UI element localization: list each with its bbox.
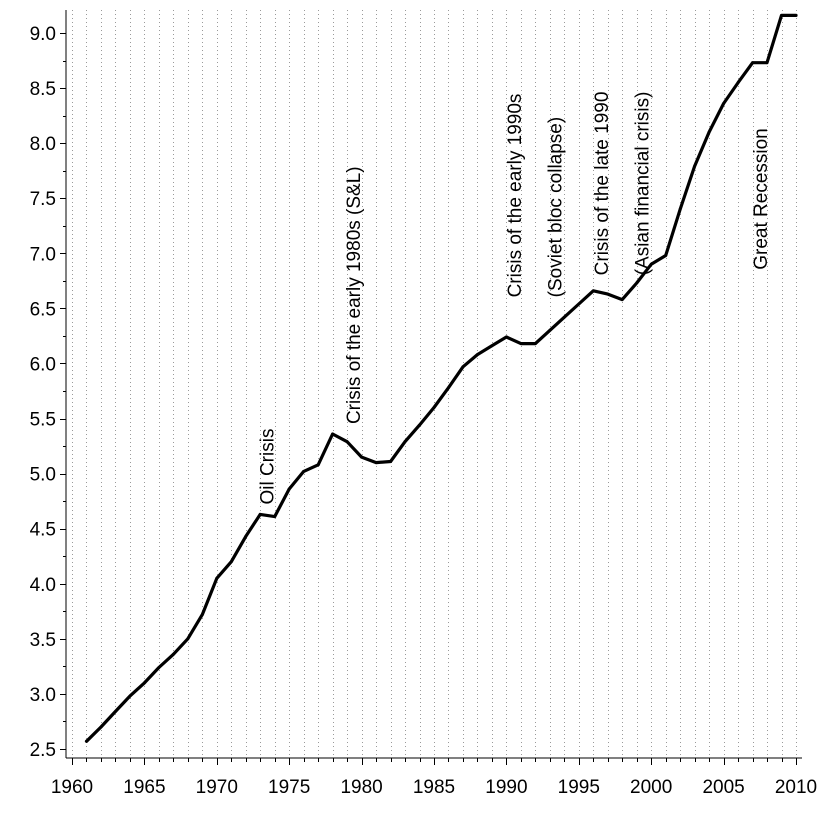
x-tick-label: 1985: [413, 777, 455, 798]
y-axis-ticks: 2.5 3.0 3.5 4.0 4.5 5.0 5.5 6.0 6.5 7.0 7.5 8.0 8.5 9…: [30, 24, 66, 761]
annotation-label: Oil Crisis: [257, 429, 278, 505]
x-tick-label: 1975: [268, 777, 310, 798]
data-point: [505, 335, 508, 339]
y-tick-label: 2.5: [30, 740, 56, 761]
y-tick-label: 8.5: [30, 79, 56, 100]
data-point: [244, 535, 248, 538]
data-point: [476, 353, 479, 356]
data-point: [534, 342, 537, 345]
data-point: [200, 613, 204, 616]
data-point: [302, 470, 306, 473]
y-tick-label: 3.5: [30, 630, 56, 651]
data-point: [403, 440, 407, 444]
data-point: [331, 432, 334, 436]
data-point: [172, 652, 175, 656]
x-tick-label: 2000: [630, 777, 672, 798]
data-point: [345, 440, 349, 444]
data-point: [620, 298, 624, 301]
x-tick-label: 2005: [702, 777, 744, 798]
data-point: [794, 14, 798, 17]
data-point: [519, 342, 523, 345]
data-point: [374, 461, 378, 464]
annotation-label: (Asian financial crisis): [632, 92, 653, 276]
x-tick-label: 2010: [775, 777, 817, 798]
data-point: [649, 262, 653, 266]
data-point: [258, 513, 262, 516]
data-point: [215, 576, 219, 580]
y-tick-label: 5.5: [30, 410, 56, 431]
data-point: [664, 254, 668, 257]
x-tick-label: 1970: [196, 777, 238, 798]
annotation-label: Crisis of the late 1990: [592, 92, 613, 276]
y-tick-label: 7.0: [30, 244, 56, 265]
x-tick-label: 1980: [340, 777, 382, 798]
y-tick-label: 4.0: [30, 575, 56, 596]
data-point: [678, 207, 682, 211]
x-tick-label: 1965: [123, 777, 165, 798]
data-point: [287, 487, 291, 491]
data-point: [273, 515, 277, 518]
data-point: [186, 637, 190, 641]
data-point: [143, 681, 146, 685]
data-point: [447, 386, 450, 390]
data-point: [780, 14, 783, 17]
annotation-label: Crisis of the early 1980s (S&L): [344, 166, 365, 424]
annotation-label: Crisis of the early 1990s: [505, 94, 526, 298]
data-point: [316, 463, 320, 467]
y-tick-label: 4.5: [30, 520, 56, 541]
y-tick-label: 6.5: [30, 299, 56, 320]
data-point: [606, 292, 610, 296]
data-point: [360, 455, 363, 459]
y-tick-label: 3.0: [30, 685, 56, 706]
data-point: [432, 406, 436, 409]
data-point: [461, 365, 465, 369]
data-point: [707, 130, 711, 134]
y-tick-label: 9.0: [30, 24, 56, 45]
data-point: [229, 560, 233, 564]
data-point: [157, 666, 161, 669]
y-tick-label: 8.0: [30, 134, 56, 155]
x-tick-label: 1960: [51, 777, 93, 798]
y-tick-label: 5.0: [30, 465, 56, 486]
annotation-label: Great Recession: [751, 128, 772, 270]
data-point: [577, 302, 581, 306]
x-tick-label: 1995: [558, 777, 600, 798]
data-point: [693, 164, 696, 168]
y-tick-label: 6.0: [30, 354, 56, 375]
data-point: [85, 739, 88, 743]
data-point: [736, 81, 740, 84]
data-point: [722, 102, 725, 105]
annotation-label: (Soviet bloc collapse): [545, 117, 566, 298]
series-layer: [84, 13, 798, 743]
data-point: [765, 61, 769, 65]
data-point: [114, 710, 117, 713]
data-point: [751, 61, 754, 65]
data-point: [490, 344, 494, 348]
data-point: [591, 289, 595, 293]
data-point: [562, 315, 566, 319]
annotations: Oil Crisis Crisis of the early 1980s (S&L…: [257, 92, 772, 505]
y-tick-label: 7.5: [30, 189, 56, 210]
x-tick-label: 1990: [485, 777, 527, 798]
data-point: [389, 460, 392, 463]
x-axis-ticks: 1960 1965 1970 1975 1980 1985 1990 1995 2000 2005…: [51, 758, 817, 798]
series-line: [84, 13, 798, 743]
grid: [72, 10, 797, 758]
data-point: [635, 281, 639, 285]
data-point: [418, 423, 421, 427]
data-point: [128, 694, 132, 698]
data-point: [548, 329, 552, 332]
data-point: [99, 725, 103, 729]
